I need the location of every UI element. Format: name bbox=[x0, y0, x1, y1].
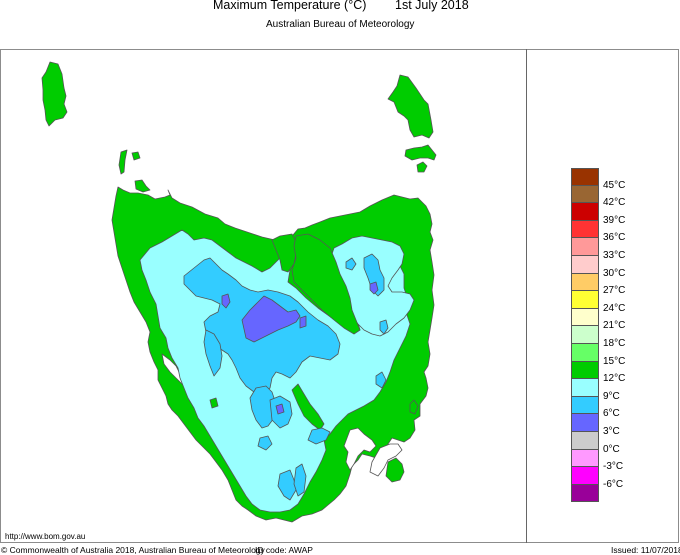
legend-swatch-33-36 bbox=[571, 238, 599, 256]
legend-label: 0°C bbox=[603, 443, 620, 455]
legend-label: 9°C bbox=[603, 390, 620, 402]
legend-label: 18°C bbox=[603, 338, 626, 349]
map-subtitle: Australian Bureau of Meteorology bbox=[266, 19, 415, 30]
zone-12-15-south-ridge bbox=[291, 383, 325, 431]
king-island bbox=[41, 61, 68, 127]
zone-3-6-east-blob bbox=[299, 315, 307, 329]
legend-label: 42°C bbox=[603, 197, 626, 209]
clarke-island bbox=[416, 161, 428, 173]
zone-12-15-midlands bbox=[291, 233, 361, 335]
legend-label: 33°C bbox=[603, 250, 626, 261]
zone-3-6-central-plateau bbox=[241, 295, 301, 343]
legend-label: 12°C bbox=[603, 373, 626, 385]
legend-label: 21°C bbox=[603, 320, 626, 332]
legend-swatch-39-42 bbox=[571, 203, 599, 221]
legend-swatch-21-24 bbox=[571, 308, 599, 327]
temperature-map bbox=[41, 61, 437, 523]
zone-6-9-west-lobe bbox=[203, 329, 223, 377]
legend-label: -6°C bbox=[603, 478, 624, 490]
tasman-peninsula bbox=[385, 457, 405, 483]
derwent-estuary bbox=[343, 427, 377, 471]
robbins-island bbox=[134, 179, 151, 193]
legend-label: 3°C bbox=[603, 426, 620, 437]
legend-swatch-15-18 bbox=[571, 343, 599, 362]
zone-6-9-ne-c bbox=[379, 319, 389, 335]
legend-swatch-42-45 bbox=[571, 185, 599, 204]
legend-swatch-6-9 bbox=[571, 396, 599, 415]
legend-label: 15°C bbox=[603, 355, 626, 367]
legend-label: 30°C bbox=[603, 267, 626, 279]
zone-6-9-ne-b bbox=[345, 257, 357, 271]
maria-island bbox=[409, 399, 419, 415]
legend-label: -3°C bbox=[603, 461, 624, 473]
zone-12-15-southwest-patch bbox=[209, 397, 219, 409]
legend-swatch-below-minus6 bbox=[571, 484, 599, 503]
legend-swatch-9-12 bbox=[571, 379, 599, 397]
zone-3-6-ne bbox=[369, 281, 379, 295]
cape-barren-island bbox=[404, 144, 437, 161]
legend-swatch-above-45 bbox=[571, 168, 599, 186]
zone-3-6-south bbox=[275, 403, 285, 415]
three-hummock-island bbox=[131, 151, 141, 161]
color-legend bbox=[571, 168, 599, 503]
zone-6-9-east bbox=[375, 371, 387, 389]
legend-swatch-0-3 bbox=[571, 431, 599, 450]
map-date: 1st July 2018 bbox=[395, 0, 469, 12]
zone-3-6-west bbox=[221, 293, 231, 309]
zone-6-9-blob-a bbox=[307, 427, 331, 445]
zone-6-9-blob-b bbox=[257, 435, 273, 451]
map-title: Maximum Temperature (°C) bbox=[213, 0, 367, 12]
legend-swatch-3-6 bbox=[571, 414, 599, 432]
legend-swatch-27-30 bbox=[571, 273, 599, 292]
issued-date: Issued: 11/07/2018 bbox=[611, 545, 680, 555]
storm-bay bbox=[369, 443, 403, 477]
zone-6-9-blob-d bbox=[293, 463, 307, 497]
map-frame bbox=[0, 49, 679, 543]
zone-6-9-south-lobe bbox=[249, 385, 277, 429]
zone-6-9-ne-a bbox=[363, 253, 385, 297]
legend-label: 36°C bbox=[603, 232, 626, 244]
bom-website-link[interactable]: http://www.bom.gov.au bbox=[5, 532, 86, 541]
legend-swatch-minus6-minus3 bbox=[571, 467, 599, 485]
map-title-bar: Maximum Temperature (°C) 1st July 2018 bbox=[0, 0, 680, 16]
zone-6-9-blob-c bbox=[277, 469, 297, 501]
legend-swatch-18-21 bbox=[571, 326, 599, 344]
id-code: ID code: AWAP bbox=[255, 545, 313, 555]
copyright-notice: © Commonwealth of Australia 2018, Austra… bbox=[1, 545, 265, 555]
legend-swatch-minus3-0 bbox=[571, 449, 599, 468]
legend-label: 39°C bbox=[603, 214, 626, 226]
legend-label: 27°C bbox=[603, 285, 626, 297]
legend-swatch-24-27 bbox=[571, 291, 599, 309]
legend-divider bbox=[526, 49, 527, 543]
legend-swatch-36-39 bbox=[571, 220, 599, 239]
legend-swatch-30-33 bbox=[571, 255, 599, 274]
legend-label: 24°C bbox=[603, 302, 626, 314]
legend-label: 6°C bbox=[603, 408, 620, 420]
legend-label: 45°C bbox=[603, 179, 626, 191]
hunter-island bbox=[118, 149, 128, 175]
legend-swatch-12-15 bbox=[571, 361, 599, 380]
flinders-island bbox=[387, 74, 434, 139]
